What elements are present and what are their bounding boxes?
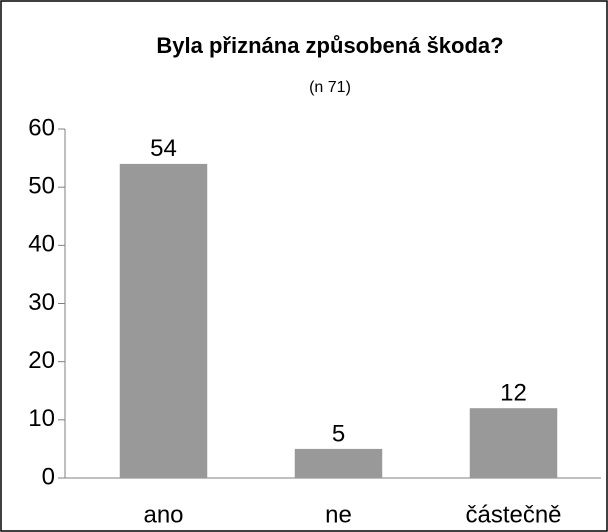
y-tick-label: 50 (28, 173, 55, 200)
y-tick-label: 30 (28, 289, 55, 316)
chart-subtitle: (n 71) (309, 79, 351, 96)
y-tick-label: 20 (28, 347, 55, 374)
y-tick-label: 0 (42, 463, 55, 490)
x-tick-label: ano (143, 501, 183, 528)
x-tick-label: ne (325, 501, 352, 528)
bar (119, 163, 208, 478)
bar (294, 448, 383, 478)
y-tick-label: 10 (28, 405, 55, 432)
bar (469, 408, 558, 478)
x-tick-label: částečně (465, 501, 561, 528)
value-label: 12 (500, 380, 527, 407)
y-tick-label: 40 (28, 231, 55, 258)
y-tick-label: 60 (28, 114, 55, 141)
value-label: 54 (150, 135, 177, 162)
value-label: 5 (332, 420, 345, 447)
chart-title: Byla přiznána způsobená škoda? (156, 33, 503, 58)
